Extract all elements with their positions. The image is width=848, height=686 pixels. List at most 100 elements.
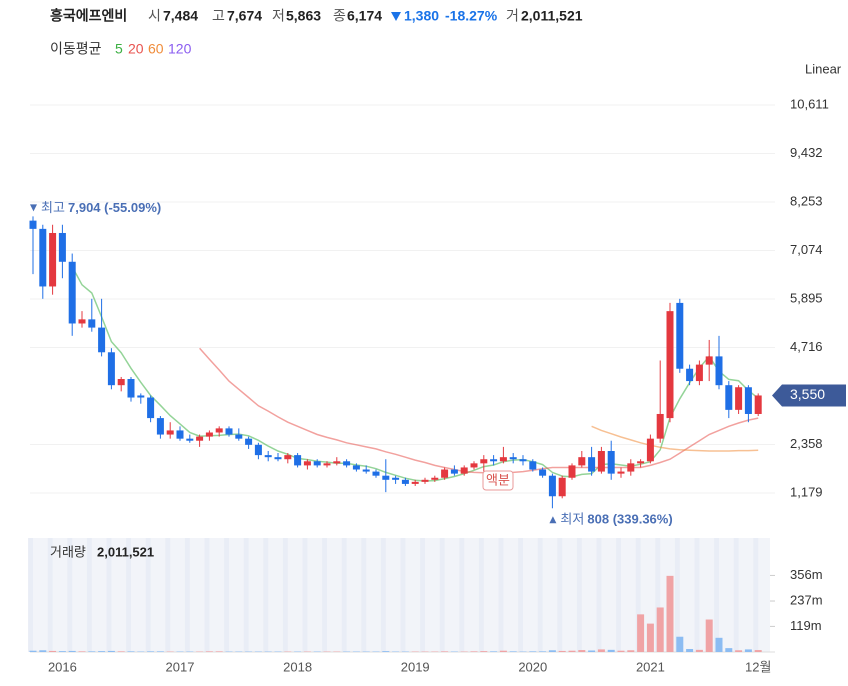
volume-bar (646, 623, 654, 652)
volume-bar (637, 614, 645, 652)
ma-title: 이동평균 (50, 41, 102, 57)
volume-bar (666, 575, 674, 652)
volume-bar (597, 649, 605, 652)
candle-body (431, 477, 439, 480)
price-tag (772, 384, 846, 407)
high-label: 고 (212, 8, 225, 24)
legend-entry: 120 (168, 41, 192, 57)
candle-body (88, 319, 96, 328)
labels: 1,179 2,358 4,716 5,895 7,074 8,253 9,432 10,61… (30, 96, 846, 674)
candle-body (313, 461, 321, 466)
event-badge (482, 470, 514, 491)
close-value: 6,174 (347, 8, 382, 24)
stripe (733, 538, 739, 652)
candles (29, 216, 762, 652)
candle-body (519, 459, 527, 462)
volume-bar (568, 650, 576, 652)
volume-bar (147, 651, 155, 652)
candle-body (343, 461, 351, 466)
candle-body (529, 461, 537, 470)
volume-stripes (28, 538, 759, 652)
volume-bar (725, 648, 733, 652)
candle-body (607, 451, 615, 474)
x-tick-label: 2020 (518, 659, 547, 674)
open-value: 7,484 (163, 8, 198, 24)
volume-bar (470, 651, 478, 652)
volume-bar (78, 651, 86, 652)
stripe (184, 538, 190, 652)
candle-body (705, 356, 713, 365)
volume-bar (705, 619, 713, 652)
stripe (753, 538, 759, 652)
candle-body (548, 475, 556, 497)
stripe (557, 538, 563, 652)
low-arrow (549, 516, 557, 524)
volume-tick-label: 356m (790, 567, 823, 582)
candle-body (676, 302, 684, 369)
volume-bar (686, 648, 694, 652)
volume-bar (29, 650, 37, 652)
high-value: 7,674 (227, 8, 262, 24)
stripe (714, 538, 719, 652)
volume-bar (499, 650, 507, 652)
candle-body (205, 432, 213, 437)
candle-body (744, 387, 752, 414)
candle-body (754, 395, 762, 414)
candle-body (39, 228, 47, 287)
candle-body (725, 385, 733, 410)
stripe (420, 538, 425, 652)
volume-bar (480, 651, 488, 652)
x-tick-label: 2018 (283, 659, 312, 674)
stripe (655, 538, 661, 652)
y-tick-label: 1,179 (790, 484, 823, 499)
candle-body (333, 461, 341, 464)
candle-body (578, 457, 586, 466)
candle-body (68, 261, 76, 324)
stripe (576, 538, 582, 652)
candle-body (156, 418, 164, 435)
y-tick-label: 5,895 (790, 290, 823, 305)
candle-body (686, 368, 694, 382)
x-tick-label: 2019 (401, 659, 430, 674)
candle-body (382, 475, 390, 480)
stripe (674, 538, 680, 652)
candle-body (166, 430, 174, 435)
stripe (106, 538, 112, 652)
volume-bar (117, 651, 125, 652)
y-tick-label: 8,253 (790, 193, 823, 208)
ma-line (591, 425, 759, 452)
volume-bar (588, 650, 596, 652)
stripe (537, 538, 543, 652)
y-tick-label: 2,358 (790, 436, 823, 451)
stripe (596, 538, 602, 652)
volume-bar (548, 650, 556, 652)
volume-bar (744, 649, 752, 652)
change-value: 1,380 (404, 8, 439, 24)
stripe (380, 538, 386, 652)
legend-entry: 20 (128, 41, 144, 57)
open-label: 시 (148, 8, 161, 24)
candle-body (147, 397, 155, 419)
candle-body (235, 434, 243, 439)
candle-body (176, 430, 184, 439)
stripe (126, 538, 131, 652)
candle-body (58, 232, 66, 262)
candle-body (656, 413, 664, 439)
candle-body (78, 319, 86, 324)
high-arrow (30, 204, 37, 212)
candle-body (470, 463, 478, 468)
stripe (86, 538, 92, 652)
volume-total: 2,011,521 (97, 544, 154, 559)
event-label: 액분 (486, 472, 510, 487)
candle-body (362, 469, 370, 472)
candle-body (98, 327, 106, 353)
candle-body (225, 428, 233, 435)
volume-bar (509, 651, 517, 652)
candle-body (558, 477, 566, 497)
stripe (635, 538, 641, 652)
volume-bar (617, 650, 625, 652)
stripe (263, 538, 269, 652)
stripe (224, 538, 229, 652)
low-note-value: 808 (339.36%) (587, 512, 672, 527)
candle-body (509, 457, 517, 460)
